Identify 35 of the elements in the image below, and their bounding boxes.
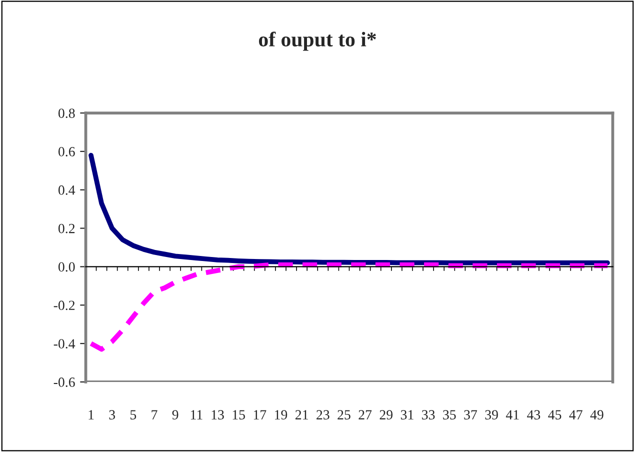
line-series	[88, 152, 610, 266]
x-tick-label: 25	[338, 410, 350, 420]
x-tick-label: 13	[212, 410, 224, 420]
x-tick-label: 45	[548, 410, 562, 420]
x-tick-label: 37	[464, 410, 478, 420]
x-tick-label: 27	[358, 410, 372, 420]
x-tick-label: 41	[506, 410, 519, 420]
y-tick-label: -0.2	[54, 300, 75, 310]
x-tick-label: 39	[485, 410, 498, 420]
chart-title: of ouput to i*	[258, 32, 376, 51]
x-tick-label: 29	[380, 410, 393, 420]
x-tick-label: 11	[190, 410, 202, 420]
x-tick-label: 7	[152, 410, 158, 420]
x-tick-label: 5	[130, 410, 136, 420]
y-tick-label: 0.2	[58, 224, 75, 234]
x-tick-label: 19	[275, 410, 288, 420]
x-tick-label: 3	[109, 410, 116, 420]
x-tick-label: 15	[232, 410, 245, 420]
y-tick-label: 0.0	[58, 262, 75, 272]
x-tick-label: 17	[254, 410, 266, 420]
x-tick-label: 43	[527, 410, 540, 420]
y-tick-label: 0.6	[58, 147, 75, 156]
y-tick-label: 0.4	[58, 185, 76, 195]
y-tick-label: -0.4	[54, 339, 76, 349]
x-tick-label: 33	[422, 410, 435, 420]
x-tick-label: 9	[172, 410, 178, 420]
x-tick-label: 47	[569, 410, 582, 420]
y-tick-label: -0.6	[54, 378, 75, 387]
x-tick-label: 31	[400, 410, 414, 420]
y-tick-label: 0.8	[58, 108, 75, 118]
x-tick-label: 23	[316, 410, 330, 420]
x-tick-label: 35	[443, 410, 456, 420]
x-tick-label: 1	[88, 410, 94, 420]
x-tick-label: 49	[590, 410, 604, 420]
x-tick-label: 21	[295, 410, 308, 420]
